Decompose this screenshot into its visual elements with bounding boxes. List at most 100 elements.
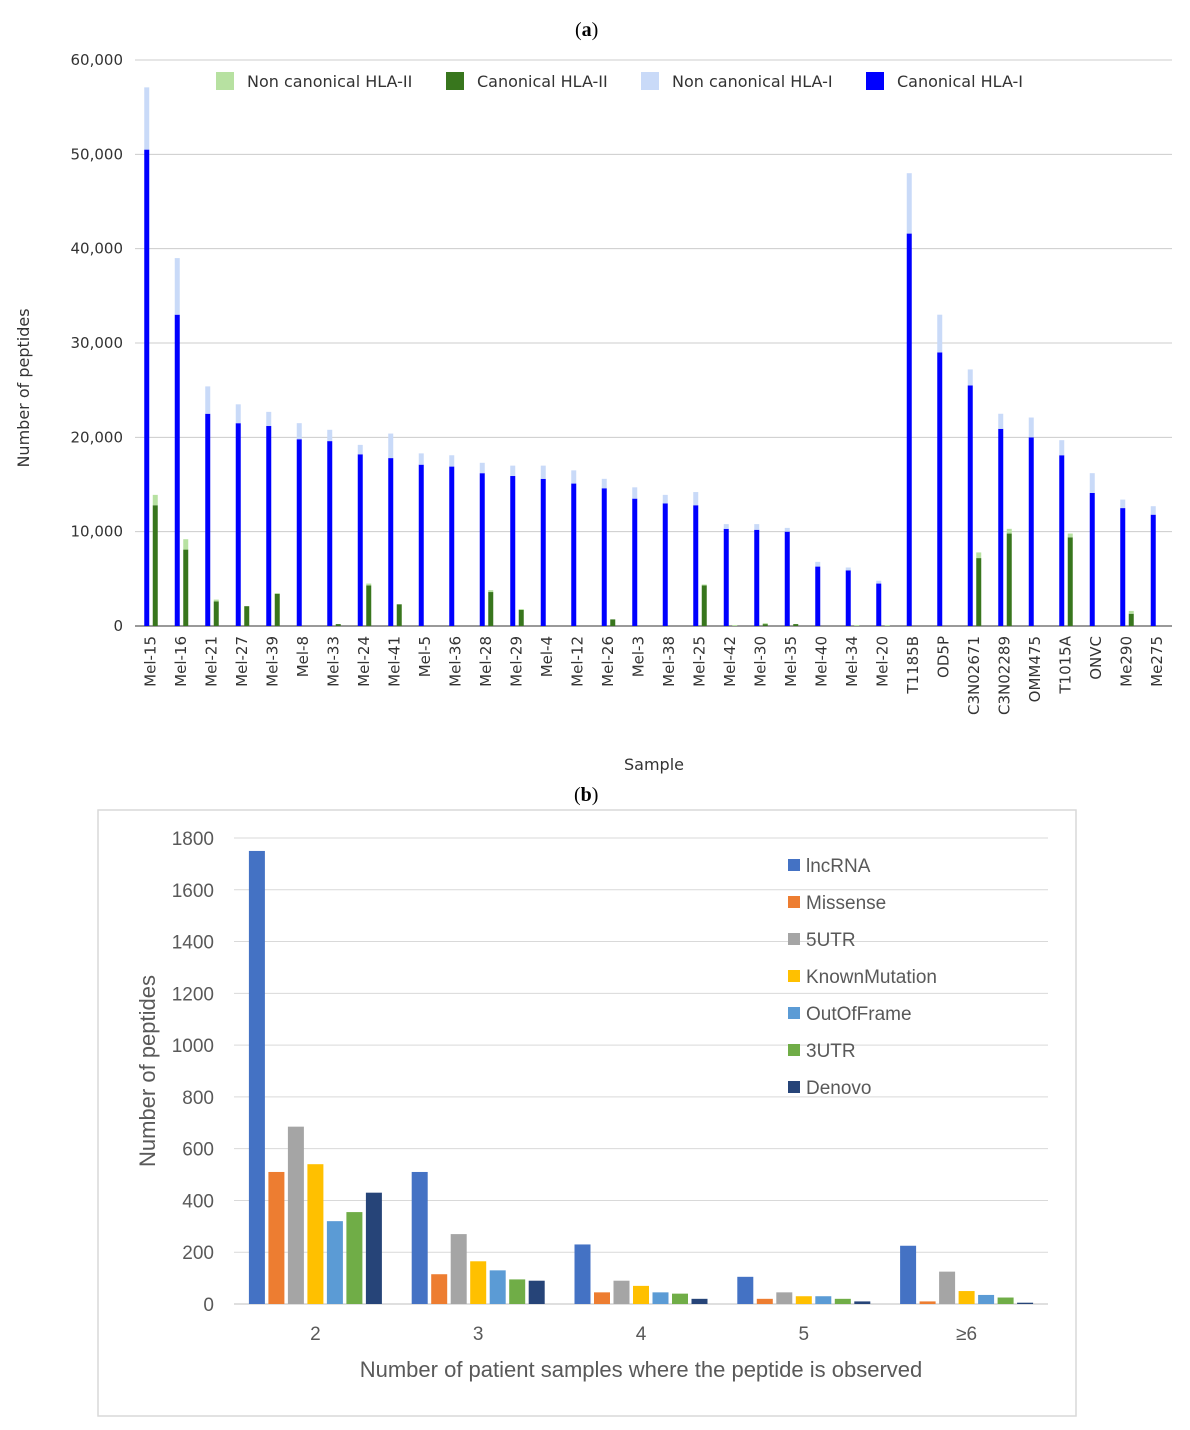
x-tick-label-a: Mel-5 bbox=[416, 636, 434, 677]
bar-non-canonical-hla-i-mel-42 bbox=[724, 524, 729, 529]
bar-outofframe-2 bbox=[490, 1270, 506, 1304]
bar-outofframe-5 bbox=[978, 1295, 994, 1304]
bar-denovo-4 bbox=[854, 1301, 870, 1304]
bar-non-canonical-hla-i-mel-26 bbox=[602, 479, 607, 488]
bar-non-canonical-hla-ii-mel-15 bbox=[153, 495, 158, 505]
bar-canonical-hla-i-mel-35 bbox=[785, 532, 790, 626]
x-tick-label-a: T1015A bbox=[1056, 635, 1074, 694]
legend-label-missense: Missense bbox=[806, 893, 886, 914]
x-tick-label-a: Mel-33 bbox=[324, 636, 342, 687]
legend-label-lncrna: lncRNA bbox=[806, 856, 871, 877]
bar-non-canonical-hla-i-mel-5 bbox=[419, 453, 424, 464]
bar-outofframe-4 bbox=[815, 1296, 831, 1304]
bar-canonical-hla-i-mel-20 bbox=[876, 584, 881, 626]
y-axis-title-b: Number of peptides bbox=[135, 975, 160, 1167]
bar-canonical-hla-i-mel-29 bbox=[510, 476, 515, 626]
bar-knownmutation-1 bbox=[307, 1164, 323, 1304]
y-tick-label-b: 800 bbox=[182, 1088, 214, 1109]
bar-non-canonical-hla-ii-mel-20 bbox=[885, 625, 890, 626]
bar-canonical-hla-i-onvc bbox=[1090, 493, 1095, 626]
x-tick-label-a: Mel-20 bbox=[873, 636, 891, 687]
bar-canonical-hla-i-mel-15 bbox=[144, 150, 149, 626]
x-tick-label-a: Mel-41 bbox=[385, 636, 403, 687]
legend-swatch-5utr bbox=[788, 933, 800, 945]
x-tick-label-a: C3N02671 bbox=[965, 636, 983, 715]
bar-non-canonical-hla-i-onvc bbox=[1090, 473, 1095, 493]
bar-knownmutation-2 bbox=[470, 1261, 486, 1304]
bar-outofframe-3 bbox=[653, 1292, 669, 1304]
bar-non-canonical-hla-i-mel-3 bbox=[632, 487, 637, 498]
legend-swatch-canonical-hla-ii bbox=[446, 72, 464, 90]
bar-non-canonical-hla-ii-mel-39 bbox=[275, 593, 280, 594]
bar-non-canonical-hla-i-mel-29 bbox=[510, 466, 515, 476]
bar-canonical-hla-i-mel-33 bbox=[327, 441, 332, 626]
legend-swatch-lncrna bbox=[788, 859, 800, 871]
x-tick-label-a: Mel-24 bbox=[355, 636, 373, 687]
bar-non-canonical-hla-ii-mel-28 bbox=[488, 590, 493, 592]
bar-non-canonical-hla-i-mel-25 bbox=[693, 492, 698, 505]
legend-label-knownmutation: KnownMutation bbox=[806, 967, 937, 988]
bar-non-canonical-hla-ii-mel-42 bbox=[732, 625, 737, 626]
legend-label-5utr: 5UTR bbox=[806, 930, 856, 951]
bar-canonical-hla-i-t1015a bbox=[1059, 455, 1064, 626]
bar-canonical-hla-i-mel-27 bbox=[236, 423, 241, 626]
y-tick-label-b: 0 bbox=[203, 1295, 214, 1316]
y-tick-label-a: 50,000 bbox=[71, 145, 124, 163]
bar-canonical-hla-i-mel-4 bbox=[541, 479, 546, 626]
bar-canonical-hla-i-mel-34 bbox=[846, 570, 851, 626]
bar-canonical-hla-ii-mel-41 bbox=[397, 604, 402, 626]
x-tick-label-a: Mel-38 bbox=[660, 636, 678, 687]
legend-swatch-outofframe bbox=[788, 1007, 800, 1019]
bar-lncrna-4 bbox=[737, 1277, 753, 1304]
bar-canonical-hla-i-mel-5 bbox=[419, 465, 424, 626]
bar-denovo-1 bbox=[366, 1193, 382, 1304]
bar-3utr-3 bbox=[672, 1294, 688, 1304]
chart-b-frame bbox=[98, 810, 1076, 1416]
x-tick-label-a: Mel-36 bbox=[446, 636, 464, 687]
x-tick-label-a: Mel-21 bbox=[202, 636, 220, 687]
bar-canonical-hla-i-omm475 bbox=[1029, 437, 1034, 626]
bar-missense-5 bbox=[920, 1301, 936, 1304]
bar-canonical-hla-i-mel-25 bbox=[693, 505, 698, 626]
x-tick-label-a: Mel-26 bbox=[599, 636, 617, 687]
chart-b: 0200400600800100012001400160018002345≥6N… bbox=[0, 800, 1190, 1430]
bar-lncrna-5 bbox=[900, 1246, 916, 1304]
bar-denovo-3 bbox=[692, 1299, 708, 1304]
y-tick-label-a: 40,000 bbox=[71, 240, 124, 258]
bar-canonical-hla-i-mel-21 bbox=[205, 414, 210, 626]
bar-canonical-hla-ii-mel-28 bbox=[488, 592, 493, 626]
bar-5utr-3 bbox=[614, 1281, 630, 1304]
bar-non-canonical-hla-i-t1185b bbox=[907, 173, 912, 233]
x-tick-label-b: 2 bbox=[310, 1324, 321, 1345]
bar-canonical-hla-ii-mel-33 bbox=[336, 624, 341, 626]
x-tick-label-a: OD5P bbox=[934, 636, 952, 678]
legend-label-3utr: 3UTR bbox=[806, 1041, 856, 1062]
bar-canonical-hla-ii-t1015a bbox=[1068, 537, 1073, 626]
bar-non-canonical-hla-i-mel-34 bbox=[846, 568, 851, 571]
bar-canonical-hla-i-t1185b bbox=[907, 234, 912, 626]
bar-non-canonical-hla-i-mel-28 bbox=[480, 463, 485, 473]
x-tick-label-a: Mel-42 bbox=[721, 636, 739, 687]
bar-non-canonical-hla-ii-c3n02671 bbox=[976, 552, 981, 558]
bar-non-canonical-hla-i-mel-36 bbox=[449, 455, 454, 466]
legend-swatch-non-canonical-hla-i bbox=[641, 72, 659, 90]
bar-canonical-hla-i-mel-26 bbox=[602, 488, 607, 626]
x-tick-label-a: Mel-30 bbox=[751, 636, 769, 687]
bar-missense-4 bbox=[757, 1299, 773, 1304]
bar-non-canonical-hla-i-mel-24 bbox=[358, 445, 363, 454]
y-tick-label-b: 1800 bbox=[172, 829, 214, 850]
bar-canonical-hla-ii-mel-15 bbox=[153, 505, 158, 626]
x-tick-label-a: Mel-28 bbox=[477, 636, 495, 687]
bar-knownmutation-4 bbox=[796, 1296, 812, 1304]
legend-swatch-canonical-hla-i bbox=[866, 72, 884, 90]
legend-label-non-canonical-hla-i: Non canonical HLA-I bbox=[672, 72, 833, 91]
bar-canonical-hla-i-c3n02671 bbox=[968, 385, 973, 626]
bar-canonical-hla-i-mel-39 bbox=[266, 426, 271, 626]
bar-non-canonical-hla-i-mel-15 bbox=[144, 87, 149, 149]
x-tick-label-a: Mel-40 bbox=[812, 636, 830, 687]
y-axis-title-a: Number of peptides bbox=[14, 308, 33, 467]
legend-label-non-canonical-hla-ii: Non canonical HLA-II bbox=[247, 72, 412, 91]
x-tick-label-a: Mel-29 bbox=[507, 636, 525, 687]
x-tick-label-a: Mel-15 bbox=[141, 636, 159, 687]
bar-canonical-hla-i-mel-40 bbox=[815, 567, 820, 626]
